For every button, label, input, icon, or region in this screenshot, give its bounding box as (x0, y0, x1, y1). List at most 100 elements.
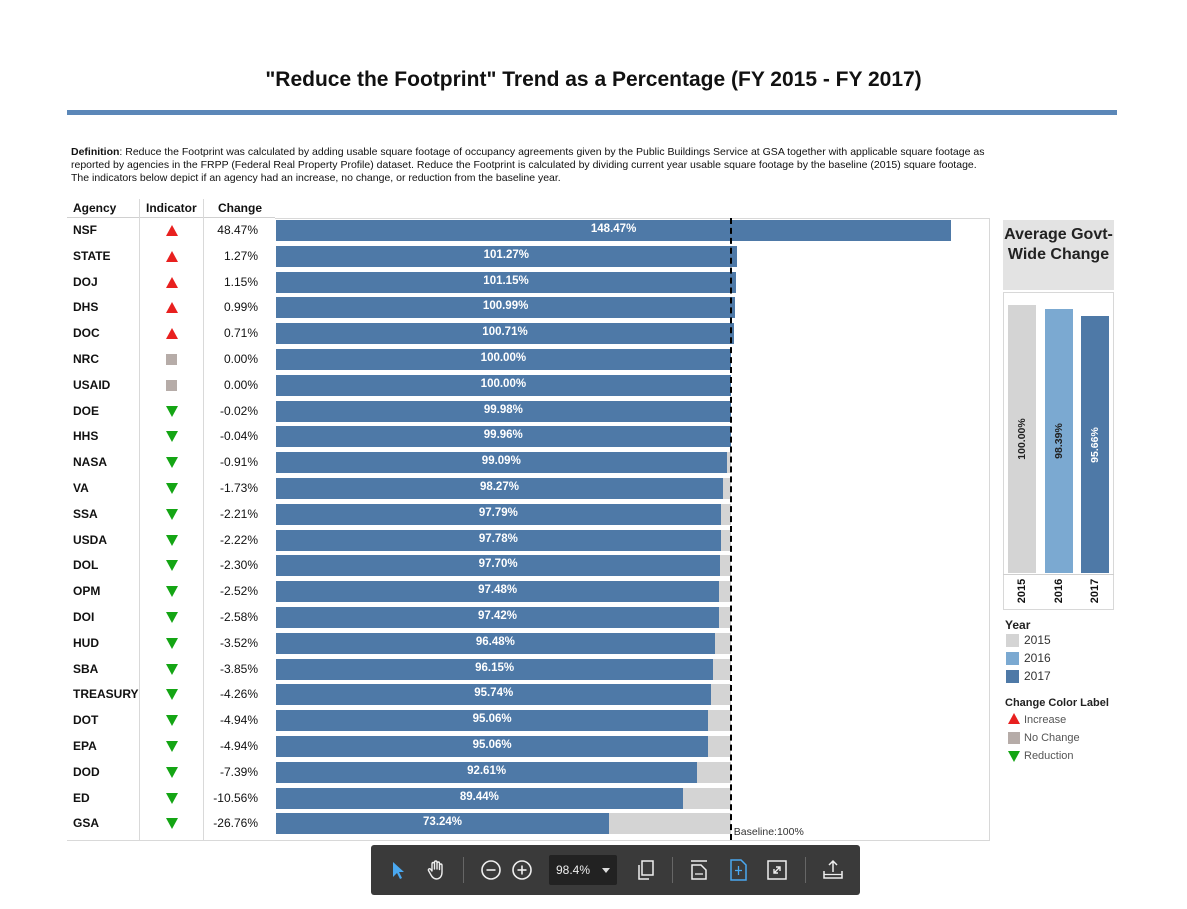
title-rule (67, 110, 1117, 115)
reduction-icon (166, 689, 178, 701)
reduction-icon (166, 431, 178, 443)
average-bar-2016[interactable] (1045, 309, 1073, 573)
change-value-doc: 0.71% (223, 326, 258, 341)
change-value-dod: -7.39% (219, 764, 258, 779)
bar-doj[interactable] (276, 271, 736, 293)
reduction-icon (166, 792, 178, 805)
bar-dod[interactable] (276, 761, 698, 783)
average-bar-label-2017: 95.66% (1089, 426, 1101, 463)
legend-label-2015: 2015 (1024, 633, 1051, 647)
reduction-icon (166, 457, 178, 469)
agency-label-doj: DOJ (73, 274, 98, 289)
toolbar-separator (805, 857, 806, 883)
reduction-icon (166, 741, 178, 753)
average-year-label-2015: 2015 (1016, 578, 1028, 604)
definition-body: : Reduce the Footprint was calculated by… (71, 146, 985, 184)
agency-label-dhs: DHS (73, 300, 99, 315)
no-change-icon (166, 354, 178, 366)
zoom-level-select[interactable]: 98.4% (549, 855, 617, 885)
agency-label-ssa: SSA (73, 506, 98, 521)
legend-year-title: Year (1005, 618, 1031, 632)
change-value-doi: -2.58% (219, 610, 258, 624)
average-bar-2015[interactable] (1008, 304, 1036, 573)
bar-hud[interactable] (276, 632, 715, 654)
bar-usda[interactable] (276, 529, 721, 551)
bar-dot[interactable] (276, 710, 709, 732)
reduction-icon (166, 405, 178, 418)
reduction-icon (166, 663, 178, 676)
zoom-in-icon[interactable] (509, 857, 535, 883)
no-change-icon (166, 379, 178, 392)
bar-state[interactable] (276, 245, 737, 267)
bar-label-treasury: 95.74% (474, 687, 514, 700)
baseline-label: Baseline:100% (733, 826, 804, 838)
bar-treasury[interactable] (276, 684, 712, 706)
zoom-level-value: 98.4% (556, 863, 591, 877)
reduction-icon (166, 560, 178, 572)
legend-label-2017: 2017 (1024, 669, 1051, 683)
bar-dol[interactable] (276, 555, 721, 577)
reduction-icon (166, 508, 178, 521)
header-divider (67, 217, 275, 218)
bar-opm[interactable] (276, 581, 720, 603)
agency-label-sba: SBA (73, 661, 99, 676)
average-bar-2017[interactable] (1081, 316, 1109, 573)
change-value-va: -1.73% (219, 481, 258, 495)
bar-sba[interactable] (276, 658, 714, 680)
change-value-hhs: -0.04% (219, 429, 258, 444)
bar-hhs[interactable] (276, 426, 731, 448)
bar-ssa[interactable] (276, 503, 721, 525)
change-value-sba: -3.85% (219, 661, 258, 676)
agency-label-usaid: USAID (73, 377, 111, 392)
change-value-usaid: 0.00% (223, 377, 258, 392)
agency-label-nsf: NSF (73, 223, 97, 237)
legend-label-increase: Increase (1024, 714, 1067, 726)
bar-dhs[interactable] (276, 297, 736, 319)
bar-label-opm: 97.48% (478, 584, 518, 597)
bar-gsa[interactable] (276, 813, 610, 835)
reduction-icon (166, 483, 178, 495)
agency-label-usda: USDA (73, 532, 108, 547)
pointer-tool-icon[interactable] (385, 857, 411, 883)
agency-label-dol: DOL (73, 558, 99, 573)
bar-doe[interactable] (276, 400, 731, 422)
bar-label-dol: 97.70% (478, 558, 518, 571)
bar-nrc[interactable] (276, 349, 731, 370)
bar-epa[interactable] (276, 736, 709, 757)
change-value-opm: -2.52% (219, 584, 258, 599)
bar-label-nsf: 148.47% (590, 223, 637, 235)
agency-label-va: VA (73, 481, 89, 495)
fullscreen-icon[interactable] (764, 857, 790, 883)
agency-label-hud: HUD (73, 635, 99, 650)
fit-page-icon[interactable] (725, 857, 751, 883)
hand-tool-icon[interactable] (423, 857, 449, 883)
bar-label-state: 101.27% (483, 248, 529, 261)
agency-label-treasury: TREASURY (73, 687, 139, 702)
definition-text: Definition: Reduce the Footprint was cal… (71, 146, 986, 185)
increase-icon (166, 302, 178, 314)
reduction-icon (166, 818, 178, 830)
bar-doi[interactable] (276, 607, 720, 628)
upload-icon[interactable] (820, 857, 846, 883)
bar-label-hhs: 99.96% (483, 429, 523, 442)
increase-icon (166, 225, 178, 237)
bar-label-ssa: 97.79% (478, 506, 518, 519)
bar-label-usaid: 100.00% (480, 377, 527, 390)
chevron-down-icon (602, 868, 610, 873)
bar-usaid[interactable] (276, 374, 731, 396)
bar-ed[interactable] (276, 787, 683, 809)
fit-width-icon[interactable] (686, 857, 712, 883)
agency-label-hhs: HHS (73, 429, 99, 444)
page-view-icon[interactable] (633, 857, 659, 883)
zoom-out-icon[interactable] (478, 857, 504, 883)
bar-label-sba: 96.15% (475, 661, 515, 674)
bar-nsf[interactable] (276, 220, 952, 241)
bar-nasa[interactable] (276, 452, 727, 474)
change-value-hud: -3.52% (219, 635, 258, 650)
bar-va[interactable] (276, 478, 723, 499)
bar-label-dot: 95.06% (472, 713, 512, 726)
bar-doc[interactable] (276, 323, 734, 345)
increase-icon (166, 328, 178, 340)
change-value-epa: -4.94% (219, 739, 258, 753)
reduction-icon (166, 637, 178, 650)
